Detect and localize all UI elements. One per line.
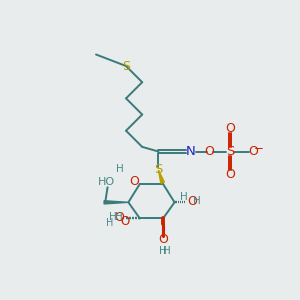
Text: H: H xyxy=(193,196,201,206)
Text: O: O xyxy=(129,175,139,188)
Text: O: O xyxy=(204,145,214,158)
Text: O: O xyxy=(225,168,235,181)
Text: S: S xyxy=(154,164,163,176)
Text: N: N xyxy=(186,145,196,158)
Text: S: S xyxy=(122,59,130,73)
Text: H: H xyxy=(116,164,124,174)
Text: H: H xyxy=(115,212,123,222)
Text: H: H xyxy=(163,246,171,256)
Text: H: H xyxy=(106,218,113,228)
Polygon shape xyxy=(158,170,164,183)
Text: HO: HO xyxy=(98,176,115,187)
Text: O: O xyxy=(114,211,124,224)
Text: O: O xyxy=(158,233,168,246)
Text: O: O xyxy=(248,145,258,158)
Text: O: O xyxy=(187,195,197,208)
Text: H: H xyxy=(180,191,188,202)
Text: O: O xyxy=(120,215,130,228)
Text: S: S xyxy=(226,145,234,158)
Text: H: H xyxy=(110,212,117,222)
Text: H: H xyxy=(159,246,167,256)
Text: −: − xyxy=(254,142,264,155)
Polygon shape xyxy=(104,201,128,204)
Text: O: O xyxy=(225,122,235,135)
